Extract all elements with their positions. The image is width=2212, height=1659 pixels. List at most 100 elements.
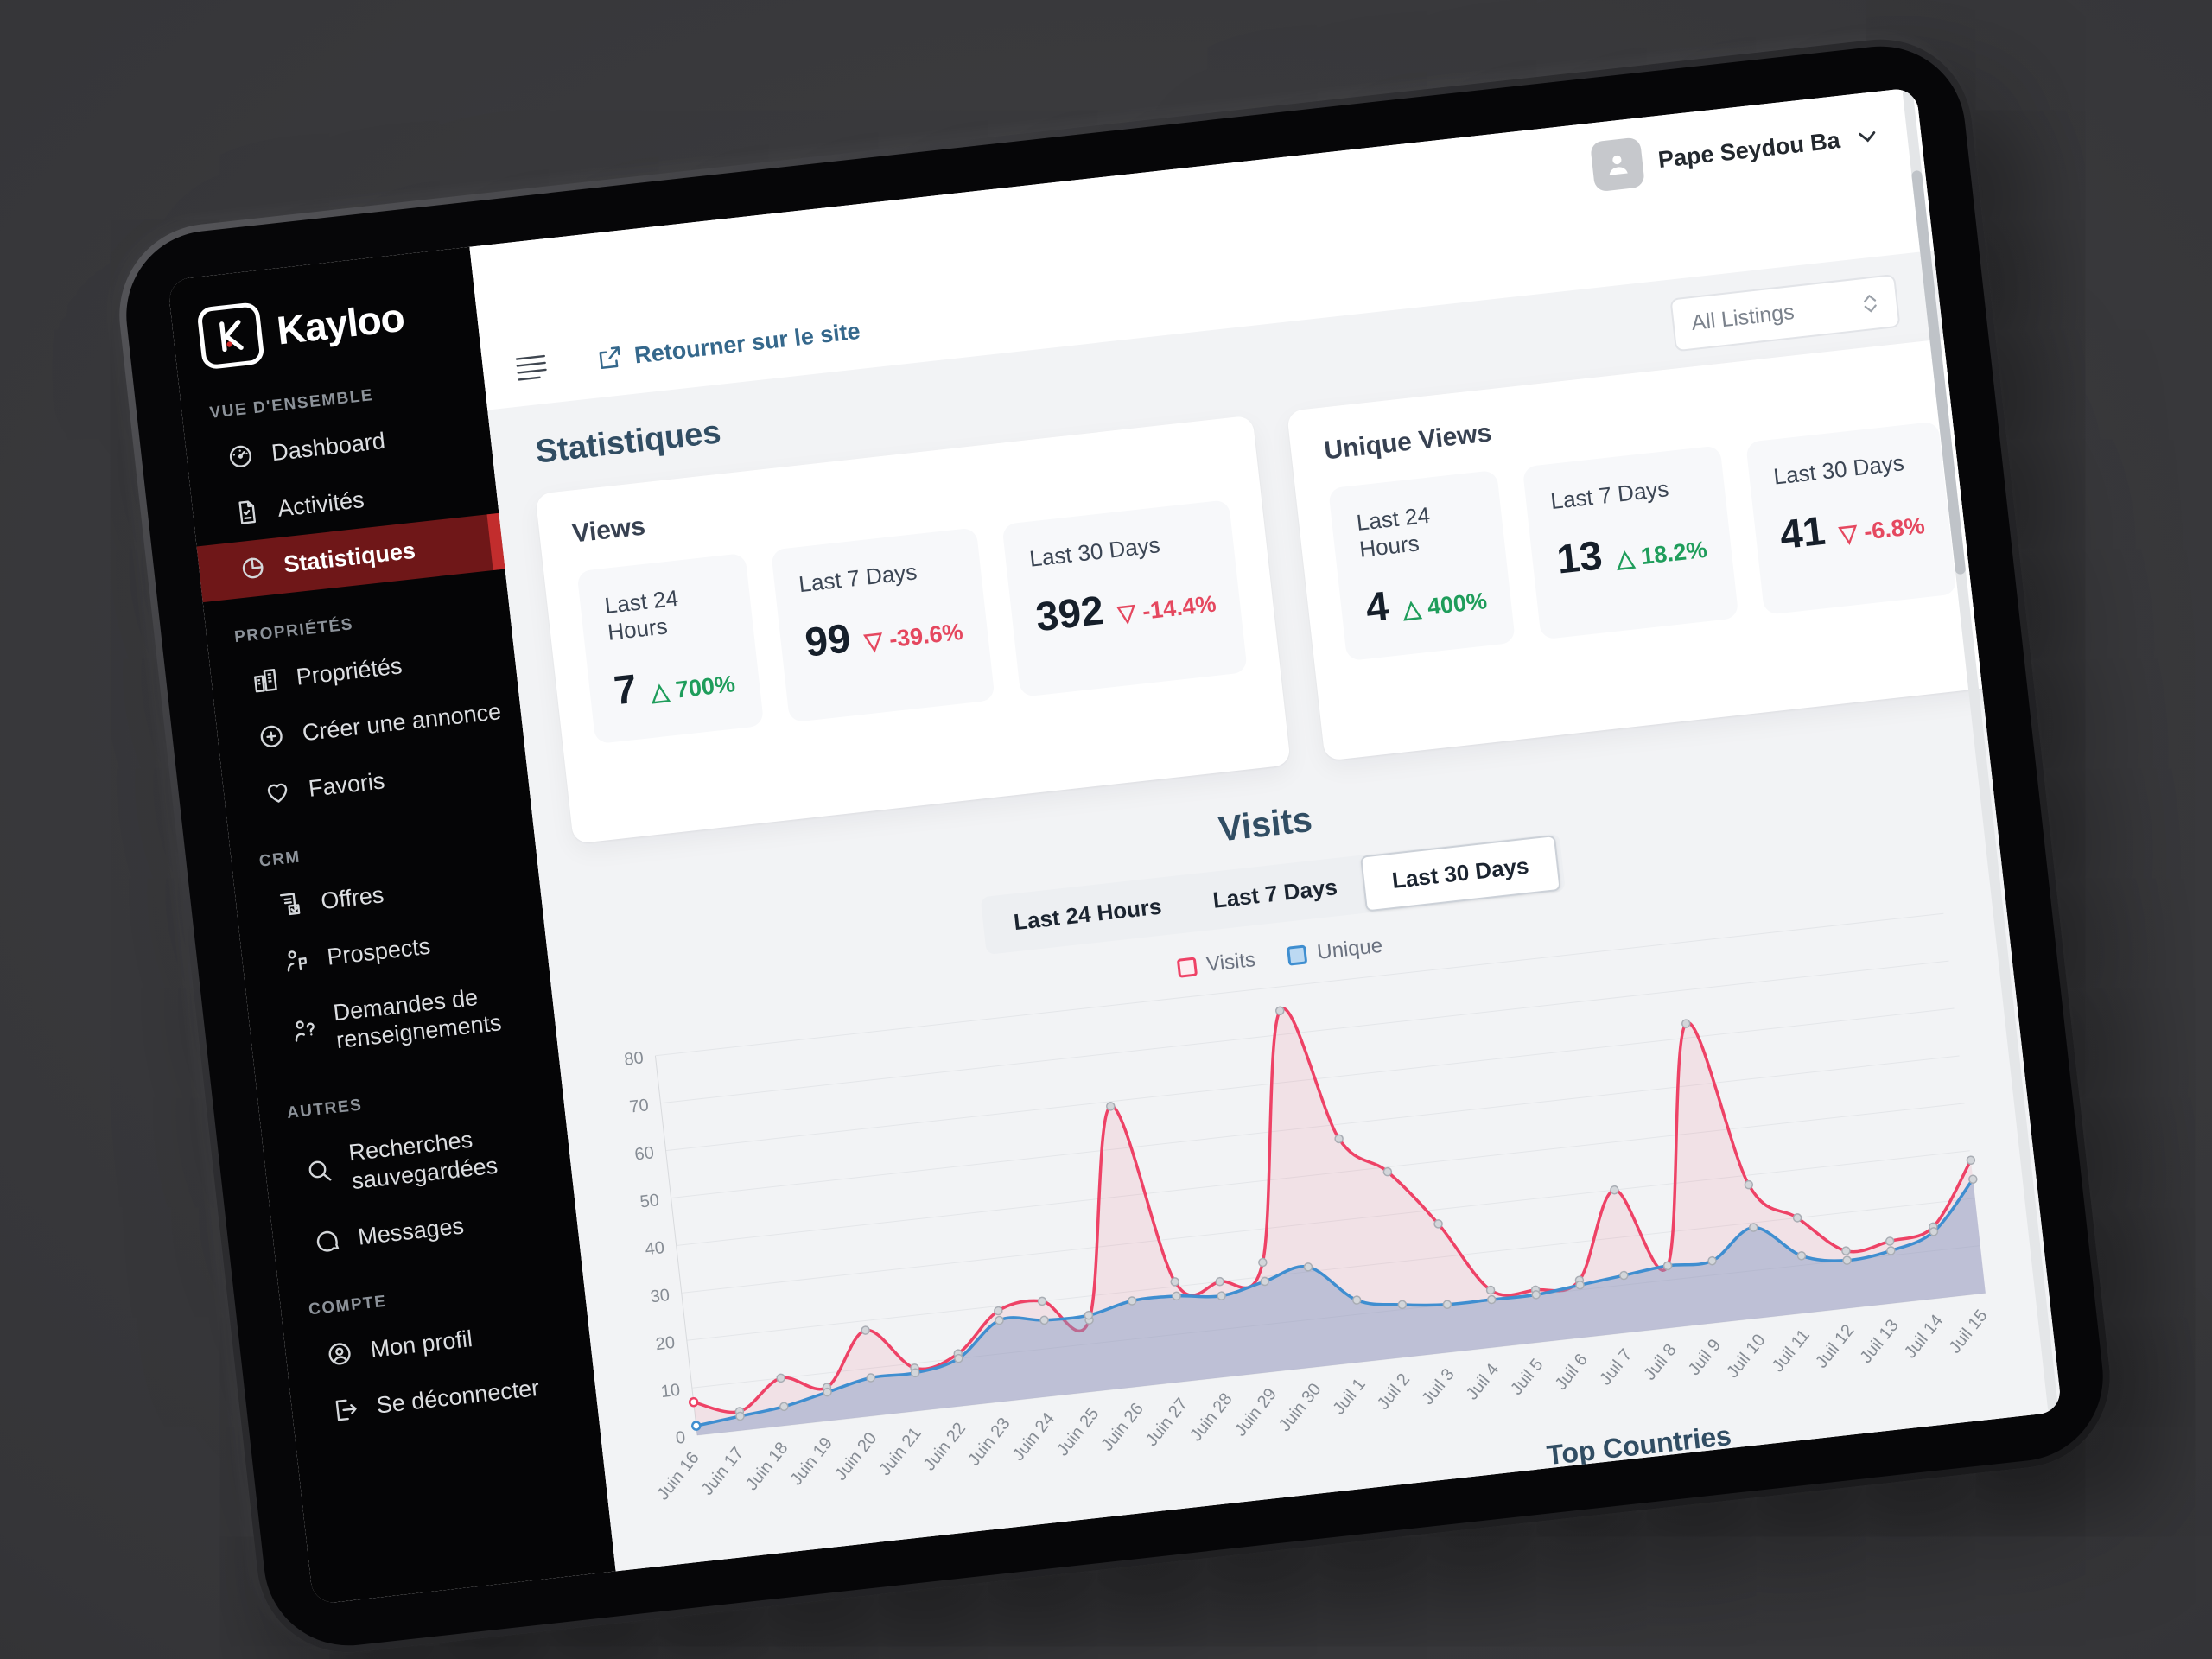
- svg-text:Juil 15: Juil 15: [1945, 1306, 1991, 1357]
- back-to-site-link[interactable]: Retourner sur le site: [595, 317, 861, 372]
- brand-name: Kayloo: [274, 294, 407, 353]
- main-area: Pape Seydou Ba: [469, 86, 2063, 1597]
- legend-unique[interactable]: Unique: [1287, 934, 1383, 969]
- sidebar-item-label: Créer une annonce: [301, 697, 503, 747]
- sidebar-item-creer-annonce[interactable]: Créer une annonce: [215, 681, 524, 770]
- svg-text:Juin 16: Juin 16: [653, 1448, 702, 1503]
- kayloo-logo-icon: [196, 301, 265, 371]
- delta-arrow-icon: ▽: [1838, 519, 1859, 548]
- stat-delta: ▽ -39.6%: [862, 618, 964, 656]
- activity-doc-icon: [232, 498, 262, 528]
- sidebar-item-label: Mon profil: [369, 1325, 474, 1363]
- chart-wrap: 0 10 20 30 40 50 60 70 80 Juin 16 Juin 17 Juin 18 Ju…: [596, 899, 2020, 1535]
- svg-text:Juil 14: Juil 14: [1901, 1311, 1947, 1362]
- tab-last-24-hours[interactable]: Last 24 Hours: [1012, 893, 1163, 936]
- svg-text:Juin 26: Juin 26: [1097, 1400, 1147, 1455]
- svg-text:Juil 5: Juil 5: [1507, 1355, 1547, 1398]
- stat-value: 13: [1554, 531, 1605, 582]
- tab-last-7-days[interactable]: Last 7 Days: [1211, 874, 1339, 913]
- chat-icon: [312, 1226, 342, 1256]
- tablet-bezel: Kayloo VUE D'ENSEMBLE Dashboard: [118, 37, 2112, 1655]
- sidebar-item-demandes[interactable]: Demandes de renseignements: [246, 961, 558, 1078]
- sidebar-item-messages[interactable]: Messages: [271, 1185, 580, 1274]
- tablet-frame: Kayloo VUE D'ENSEMBLE Dashboard: [110, 29, 2120, 1659]
- stat-value: 99: [803, 614, 853, 665]
- unique-swatch-icon: [1287, 944, 1308, 966]
- svg-text:Juin 19: Juin 19: [786, 1433, 836, 1489]
- visits-section: Visits Last 24 Hours Last 7 Days Last 30…: [578, 728, 2021, 1535]
- svg-text:Juin 29: Juin 29: [1231, 1385, 1281, 1440]
- buildings-icon: [250, 665, 280, 696]
- back-link-label: Retourner sur le site: [632, 317, 861, 368]
- stat-tile-views-24h: Last 24 Hours 7 △ 700%: [576, 552, 765, 745]
- sidebar-item-label: Offres: [319, 880, 385, 914]
- svg-text:20: 20: [655, 1333, 677, 1354]
- brand-logo[interactable]: Kayloo: [169, 270, 480, 378]
- sidebar-item-prospects[interactable]: Prospects: [240, 906, 549, 995]
- heart-icon: [263, 777, 293, 807]
- svg-text:0: 0: [675, 1428, 686, 1448]
- sidebar-item-label: Messages: [356, 1212, 466, 1250]
- svg-text:Juil 2: Juil 2: [1374, 1370, 1414, 1414]
- svg-text:Juil 4: Juil 4: [1463, 1360, 1503, 1403]
- topbar-nav-row: Retourner sur le site: [479, 175, 1935, 410]
- sidebar-item-statistiques[interactable]: Statistiques: [196, 512, 505, 602]
- sidebar-item-recherches[interactable]: Recherches sauvegardées: [262, 1102, 574, 1219]
- sidebar-item-label: Prospects: [325, 932, 432, 970]
- external-link-icon: [599, 346, 620, 370]
- stat-tile-views-30d: Last 30 Days 392 ▽ -14.4%: [1001, 499, 1249, 697]
- sidebar: Kayloo VUE D'ENSEMBLE Dashboard: [167, 246, 616, 1605]
- stat-value: 392: [1033, 586, 1106, 640]
- legend-visits[interactable]: Visits: [1176, 948, 1256, 981]
- listings-filter-select[interactable]: All Listings: [1669, 273, 1901, 353]
- svg-text:10: 10: [660, 1381, 682, 1402]
- search-icon: [304, 1156, 334, 1186]
- profile-icon: [324, 1338, 354, 1369]
- stat-delta: △ 700%: [649, 671, 737, 706]
- avatar[interactable]: [1590, 137, 1646, 193]
- stat-tile-views-7d: Last 7 Days 99 ▽ -39.6%: [770, 527, 995, 723]
- stat-tile-unique-30d: Last 30 Days 41 ▽ -6.8%: [1745, 421, 1957, 615]
- tab-last-30-days[interactable]: Last 30 Days: [1359, 835, 1561, 912]
- sidebar-item-deconnexion[interactable]: Se déconnecter: [289, 1354, 598, 1443]
- menu-icon[interactable]: [515, 353, 549, 382]
- svg-text:30: 30: [650, 1286, 671, 1306]
- svg-text:Juil 9: Juil 9: [1685, 1336, 1725, 1379]
- sidebar-item-dashboard[interactable]: Dashboard: [184, 402, 493, 491]
- svg-text:Juil 10: Juil 10: [1723, 1331, 1769, 1382]
- delta-arrow-icon: ▽: [862, 627, 884, 656]
- svg-text:Juin 27: Juin 27: [1142, 1395, 1192, 1450]
- svg-text:Juin 20: Juin 20: [831, 1429, 880, 1484]
- sidebar-item-label: Recherches sauvegardées: [347, 1127, 499, 1195]
- sidebar-item-label: Activités: [276, 486, 365, 522]
- sidebar-item-offres[interactable]: Offres: [234, 849, 543, 938]
- views-card: Views Last 24 Hours 7 △ 700%: [535, 415, 1292, 844]
- svg-text:Juin 18: Juin 18: [742, 1439, 791, 1494]
- stat-delta: ▽ -6.8%: [1838, 512, 1927, 548]
- sidebar-item-label: Statistiques: [282, 537, 417, 578]
- pie-chart-icon: [238, 553, 268, 583]
- chevron-down-icon[interactable]: [1854, 124, 1881, 150]
- delta-arrow-icon: △: [1615, 544, 1636, 573]
- sidebar-item-label: Dashboard: [270, 427, 387, 467]
- listings-filter-value: All Listings: [1690, 299, 1796, 335]
- logout-icon: [331, 1395, 361, 1425]
- delta-arrow-icon: ▽: [1116, 599, 1137, 627]
- svg-text:Juil 3: Juil 3: [1418, 1365, 1458, 1408]
- sidebar-item-mon-profil[interactable]: Mon profil: [283, 1299, 592, 1388]
- select-chevrons-icon: [1864, 295, 1877, 313]
- svg-text:70: 70: [628, 1096, 650, 1116]
- sidebar-item-proprietes[interactable]: Propriétés: [209, 626, 518, 715]
- sidebar-item-label: Demandes de renseignements: [332, 983, 503, 1054]
- sidebar-item-favoris[interactable]: Favoris: [221, 737, 530, 826]
- sidebar-item-label: Favoris: [307, 767, 386, 802]
- offer-doc-icon: [275, 890, 305, 920]
- sidebar-item-activites[interactable]: Activités: [190, 457, 499, 546]
- devices-title: Devices: [906, 1554, 1014, 1598]
- stat-delta: △ 18.2%: [1615, 536, 1709, 573]
- svg-text:Juin 23: Juin 23: [964, 1414, 1014, 1470]
- user-menu[interactable]: Pape Seydou Ba: [1656, 126, 1842, 173]
- svg-text:Juil 7: Juil 7: [1596, 1345, 1636, 1389]
- svg-text:Juin 30: Juin 30: [1275, 1380, 1325, 1435]
